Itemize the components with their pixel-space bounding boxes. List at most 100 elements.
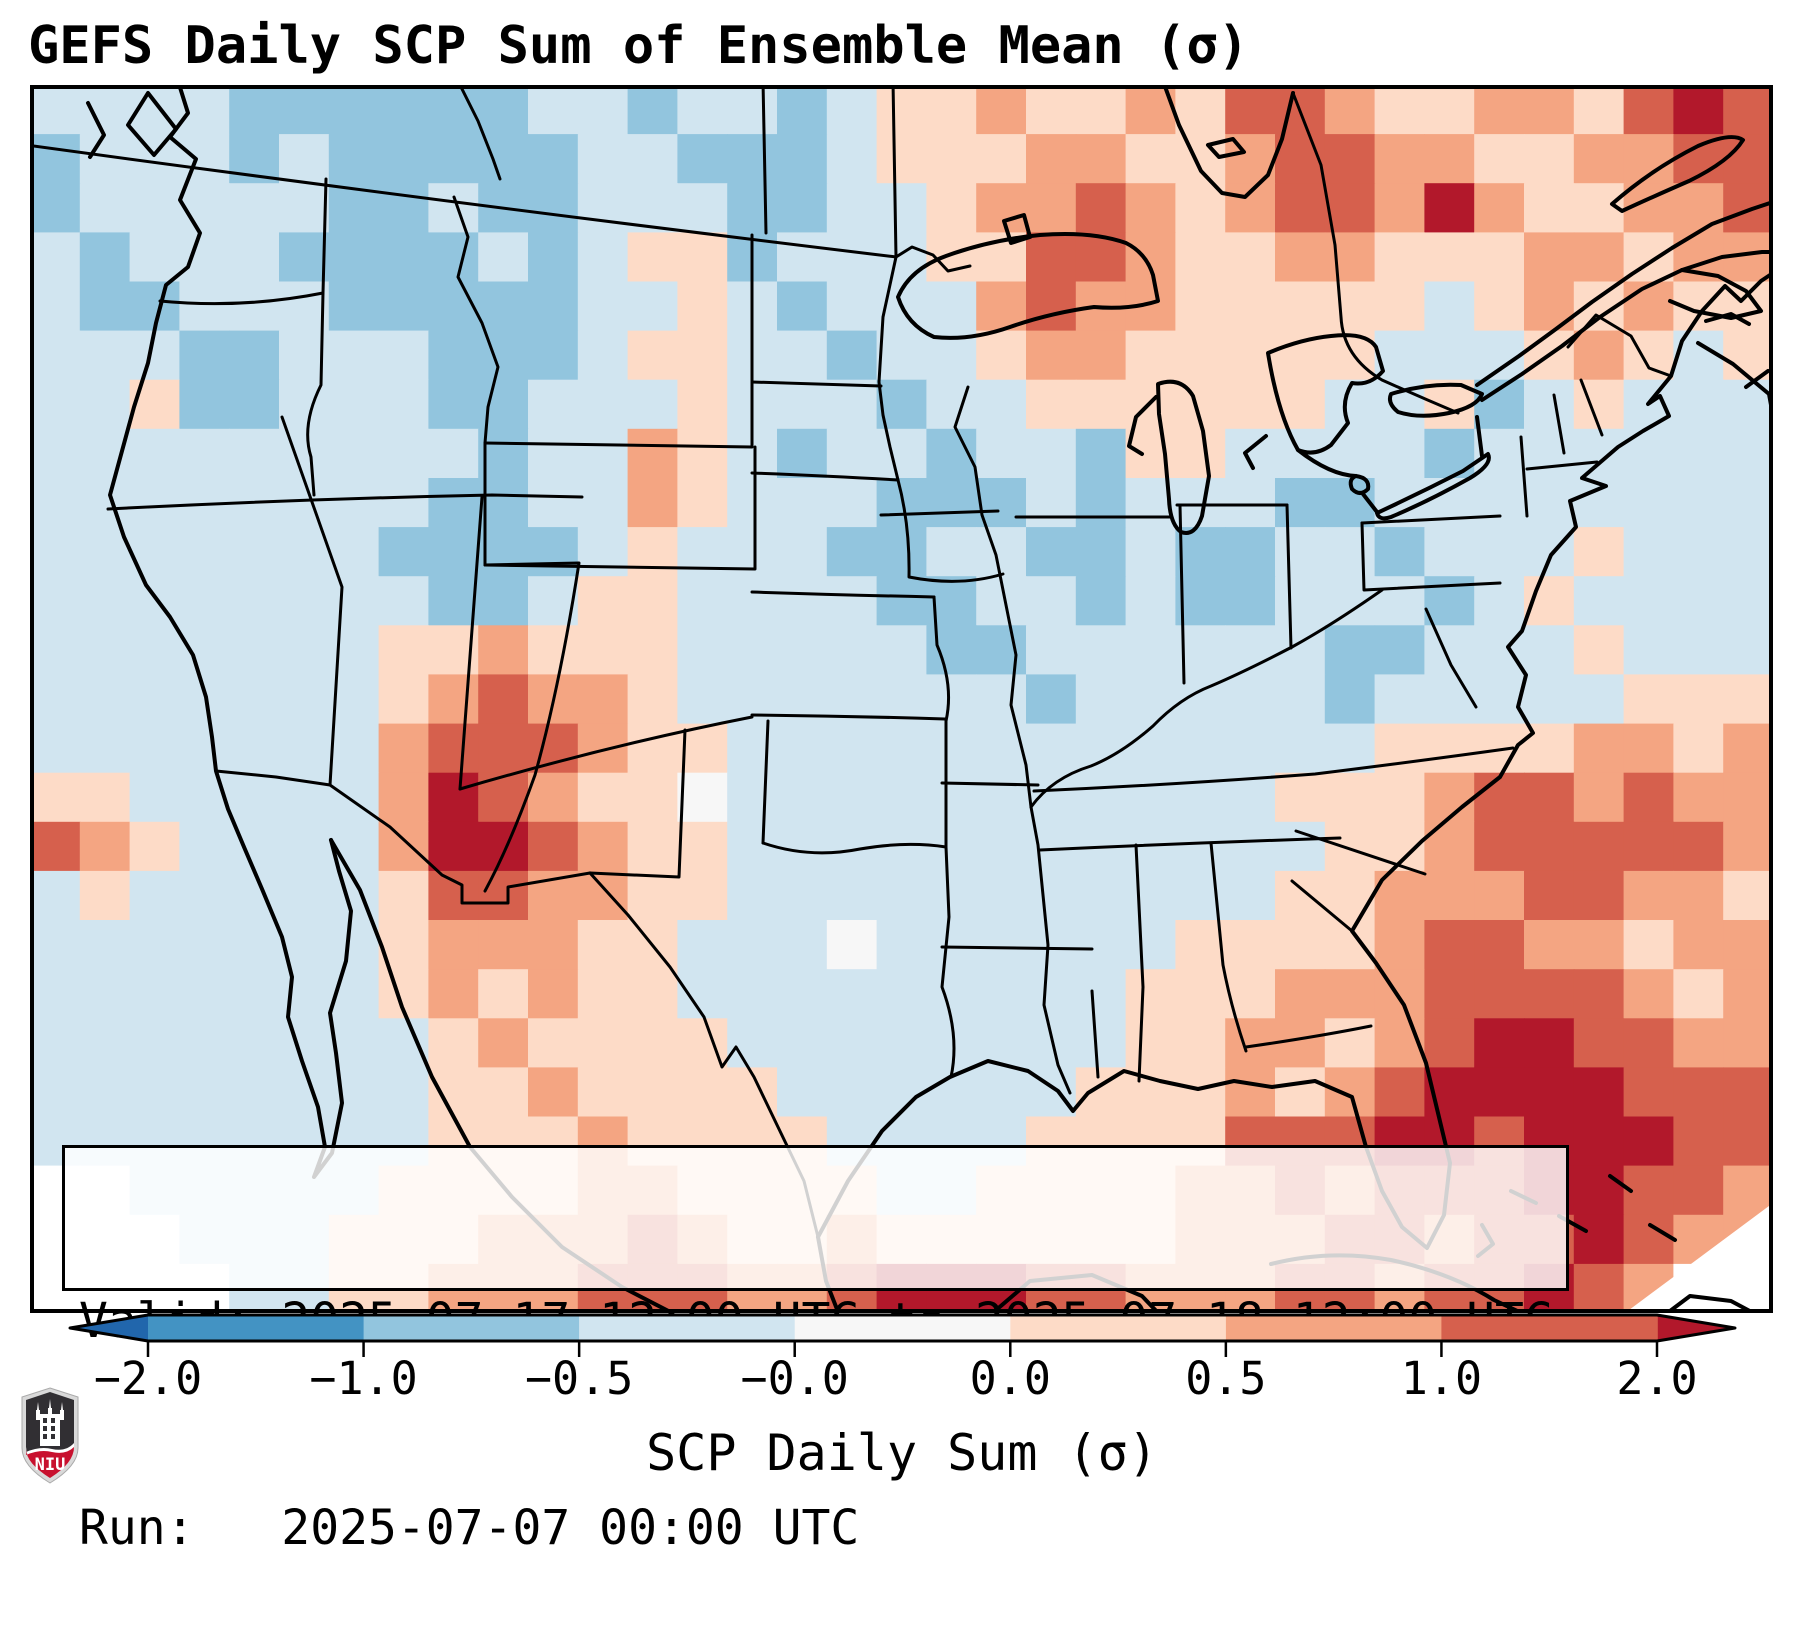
heatmap-cell: [1125, 674, 1176, 725]
heatmap-cell: [1424, 183, 1475, 233]
heatmap-cell: [1374, 576, 1425, 626]
heatmap-cell: [577, 134, 629, 184]
heatmap-cell: [129, 723, 180, 774]
heatmap-cell: [976, 330, 1027, 381]
map-border: [30, 85, 1773, 1313]
heatmap-cell: [328, 379, 380, 430]
heatmap-cell: [1673, 183, 1724, 233]
heatmap-cell: [826, 330, 878, 381]
heatmap-cell: [1573, 674, 1625, 725]
heatmap-cell: [1673, 1018, 1724, 1068]
heatmap-cell: [1374, 625, 1425, 675]
heatmap-cell: [1474, 281, 1525, 332]
heatmap-cell: [926, 183, 977, 233]
colorbar-segment: [1441, 1315, 1658, 1341]
heatmap-cell: [677, 969, 728, 1019]
colorbar-segment: [363, 1315, 580, 1341]
heatmap-cell: [1125, 969, 1176, 1019]
heatmap-cell: [1424, 772, 1475, 823]
heatmap-cell: [1225, 674, 1276, 725]
heatmap-cell: [577, 1018, 629, 1068]
heatmap-cell: [428, 281, 479, 332]
heatmap-cell: [1524, 772, 1575, 823]
heatmap-cell: [528, 330, 579, 381]
heatmap-cell: [428, 85, 479, 135]
heatmap-cell: [1723, 478, 1773, 528]
heatmap-cell: [79, 821, 131, 872]
logo-shield-red: [26, 1447, 74, 1478]
heatmap-cell: [279, 134, 330, 184]
heatmap-cell: [826, 870, 878, 921]
heatmap-cell: [926, 625, 977, 675]
heatmap-cell: [1623, 723, 1674, 774]
heatmap-cell: [1623, 281, 1674, 332]
heatmap-cell: [478, 576, 529, 626]
heatmap-cell: [378, 134, 429, 184]
heatmap-cell: [1673, 576, 1724, 626]
heatmap-cell: [428, 428, 479, 479]
heatmap-cell: [1673, 920, 1724, 970]
heatmap-cell: [1125, 134, 1176, 184]
heatmap-cell: [1175, 821, 1226, 872]
heatmap-cell: [1324, 281, 1376, 332]
heatmap-cell: [1723, 674, 1773, 725]
heatmap-cell: [826, 183, 878, 233]
heatmap-cell: [478, 1067, 529, 1118]
heatmap-cell: [876, 1018, 927, 1068]
heatmap-cell: [79, 281, 131, 332]
heatmap-cell: [777, 576, 828, 626]
heatmap-cell: [478, 85, 529, 135]
heatmap-cell: [677, 379, 728, 430]
heatmap-cell: [30, 625, 81, 675]
colorbar-tick-label: 1.0: [1400, 1352, 1483, 1405]
heatmap-cell: [677, 85, 728, 135]
heatmap-cell: [1673, 527, 1724, 577]
heatmap-cell: [1573, 134, 1625, 184]
heatmap-cell: [1573, 85, 1625, 135]
colorbar-segment: [579, 1315, 796, 1341]
heatmap-cell: [777, 478, 828, 528]
heatmap-cell: [478, 674, 529, 725]
heatmap-cell: [378, 674, 429, 725]
colorbar: [68, 1313, 1737, 1357]
heatmap-cell: [1474, 330, 1525, 381]
heatmap-cell: [976, 821, 1027, 872]
heatmap-cell: [1573, 428, 1625, 479]
heatmap-cell: [677, 920, 728, 970]
heatmap-cell: [1723, 1116, 1773, 1167]
heatmap-cell: [1573, 1214, 1625, 1265]
heatmap-cell: [1673, 772, 1724, 823]
heatmap-cell: [1474, 625, 1525, 675]
heatmap-cell: [30, 1067, 81, 1118]
heatmap-cell: [677, 478, 728, 528]
heatmap-cell: [478, 330, 529, 381]
heatmap-cell: [1623, 576, 1674, 626]
heatmap-cell: [1275, 821, 1326, 872]
heatmap-cell: [30, 870, 81, 921]
heatmap-cell: [1474, 920, 1525, 970]
heatmap-cell: [577, 85, 629, 135]
heatmap-cell: [428, 183, 479, 233]
heatmap-cell: [428, 969, 479, 1019]
heatmap-cell: [876, 772, 927, 823]
heatmap-cell: [1026, 85, 1077, 135]
heatmap-cell: [577, 821, 629, 872]
heatmap-cell: [976, 183, 1027, 233]
heatmap-cell: [1474, 969, 1525, 1019]
heatmap-cell: [428, 723, 479, 774]
heatmap-cell: [79, 232, 131, 283]
heatmap-cell: [577, 723, 629, 774]
heatmap-cell: [478, 527, 529, 577]
heatmap-cell: [1275, 527, 1326, 577]
heatmap-cell: [627, 85, 678, 135]
heatmap-cell: [1673, 1116, 1724, 1167]
heatmap-cell: [627, 281, 678, 332]
heatmap-cell: [1026, 625, 1077, 675]
colorbar-tick-label: 0.5: [1185, 1352, 1267, 1405]
heatmap-cell: [229, 428, 280, 479]
heatmap-cell: [1225, 723, 1276, 774]
heatmap-cell: [1424, 625, 1475, 675]
heatmap-cell: [1125, 330, 1176, 381]
heatmap-cell: [1474, 85, 1525, 135]
heatmap-cell: [627, 625, 678, 675]
